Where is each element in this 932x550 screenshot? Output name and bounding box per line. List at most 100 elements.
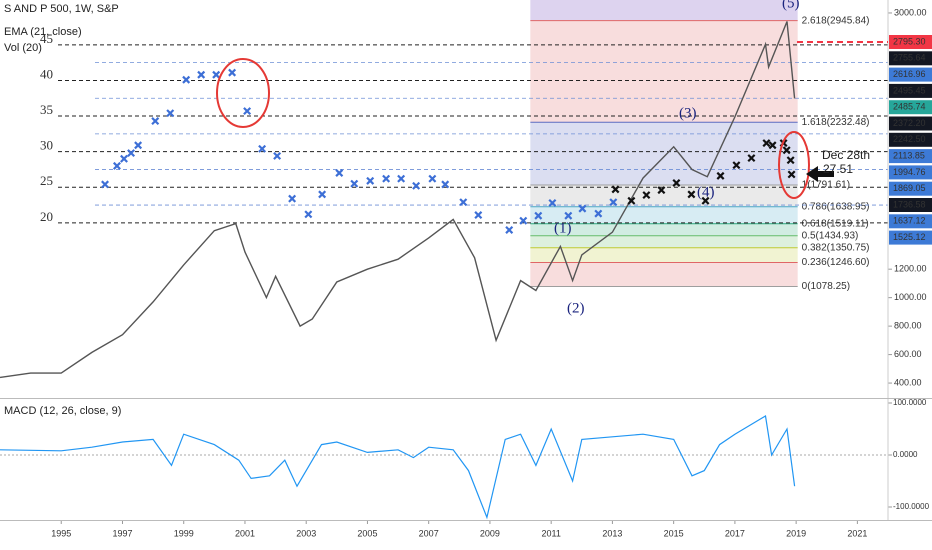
x-tick-label: 2001 bbox=[235, 528, 255, 538]
macd-title: MACD (12, 26, close, 9) bbox=[4, 405, 121, 417]
arrow bbox=[806, 166, 834, 182]
price-tag bbox=[889, 67, 932, 82]
x-tick-label: 2019 bbox=[786, 528, 806, 538]
pe-cross bbox=[611, 185, 620, 194]
price-tag-label: 2495.45 bbox=[893, 85, 926, 95]
pe-cross bbox=[428, 174, 437, 183]
price-tag-label: 2616.96 bbox=[893, 69, 926, 79]
price-tag-label: 1525.12 bbox=[893, 232, 926, 242]
pe-cross bbox=[505, 225, 514, 234]
price-tag-label: 1869.05 bbox=[893, 183, 926, 193]
x-tick-label: 2003 bbox=[296, 528, 316, 538]
pe-cross bbox=[701, 196, 710, 205]
x-tick-label: 2005 bbox=[357, 528, 377, 538]
pe-cross bbox=[258, 144, 267, 153]
macd-tick-label: 100.0000 bbox=[893, 398, 927, 407]
y2-tick-label: 20 bbox=[40, 209, 53, 224]
wave-label: (3) bbox=[679, 105, 697, 121]
price-tag-label: 2755.64 bbox=[893, 53, 926, 63]
pe-cross bbox=[318, 190, 327, 199]
pe-cross bbox=[397, 174, 406, 183]
x-tick-label: 2015 bbox=[664, 528, 684, 538]
fib-label: 0.786(1638.95) bbox=[802, 201, 870, 212]
pe-cross bbox=[273, 151, 282, 160]
pe-cross bbox=[366, 176, 375, 185]
fib-label: 1.618(2232.48) bbox=[802, 117, 870, 128]
pe-cross bbox=[382, 174, 391, 183]
pe-cross bbox=[182, 75, 191, 84]
pe-cross bbox=[716, 171, 725, 180]
highlight-circle bbox=[216, 58, 270, 128]
pe-cross bbox=[519, 216, 528, 225]
pe-cross bbox=[627, 196, 636, 205]
price-tag-label: 2485.74 bbox=[893, 102, 926, 112]
fib-band bbox=[530, 20, 798, 123]
pe-cross bbox=[548, 198, 557, 207]
y2-tick-label: 35 bbox=[40, 102, 53, 117]
price-tag bbox=[889, 132, 932, 147]
x-tick-label: 1999 bbox=[174, 528, 194, 538]
indicator-label: EMA (21, close) bbox=[4, 26, 82, 38]
fib-label: 0.236(1246.60) bbox=[802, 257, 870, 268]
fib-band bbox=[530, 0, 798, 21]
price-tag-label: 2242.50 bbox=[893, 134, 926, 144]
pe-cross bbox=[166, 109, 175, 118]
fib-band bbox=[530, 262, 798, 287]
pe-cross bbox=[657, 186, 666, 195]
x-tick-label: 1997 bbox=[112, 528, 132, 538]
fib-band bbox=[530, 122, 798, 185]
fib-band bbox=[530, 247, 798, 263]
fib-band bbox=[530, 184, 798, 207]
price-tag bbox=[889, 214, 932, 229]
x-tick-label: 2013 bbox=[602, 528, 622, 538]
price-tag-label: 1637.12 bbox=[893, 216, 926, 226]
price-tag bbox=[889, 198, 932, 212]
pe-cross bbox=[687, 190, 696, 199]
price-tag bbox=[889, 149, 932, 164]
x-tick-label: 2009 bbox=[480, 528, 500, 538]
y-tick-label: 800.00 bbox=[894, 320, 922, 330]
price-tag bbox=[889, 51, 932, 66]
pe-cross bbox=[350, 179, 359, 188]
price-tag-label: 1994.76 bbox=[893, 167, 926, 177]
y-tick-label: 1000.00 bbox=[894, 292, 927, 302]
price-tag bbox=[889, 230, 932, 245]
fib-label: 1(1791.61) bbox=[802, 180, 850, 191]
price-tag bbox=[889, 116, 932, 131]
wave-label: (2) bbox=[567, 300, 585, 316]
pe-cross bbox=[672, 179, 681, 187]
pe-cross bbox=[212, 70, 221, 79]
fib-label: 0.5(1434.93) bbox=[802, 230, 859, 241]
fib-label: 2.618(2945.84) bbox=[802, 15, 870, 26]
pe-cross bbox=[782, 146, 791, 155]
x-tick-label: 2021 bbox=[847, 528, 867, 538]
y2-tick-label: 40 bbox=[40, 66, 53, 81]
price-tag bbox=[889, 181, 932, 196]
price-tag bbox=[889, 165, 932, 180]
pe-cross bbox=[747, 154, 756, 163]
pe-cross bbox=[768, 141, 777, 150]
highlight-circle bbox=[778, 131, 810, 199]
pe-cross bbox=[197, 70, 206, 79]
pe-cross bbox=[578, 204, 587, 213]
pe-cross bbox=[288, 194, 297, 203]
x-tick-label: 2007 bbox=[419, 528, 439, 538]
pe-cross bbox=[120, 154, 128, 163]
pe-cross bbox=[609, 198, 618, 207]
pe-cross bbox=[564, 211, 573, 220]
y-tick-label: 600.00 bbox=[894, 349, 922, 359]
x-tick-label: 1995 bbox=[51, 528, 71, 538]
pe-cross bbox=[441, 180, 450, 189]
pe-cross bbox=[134, 141, 143, 150]
y2-tick-label: 30 bbox=[40, 138, 53, 153]
macd-tick-label: 0.0000 bbox=[893, 450, 918, 459]
pe-cross bbox=[127, 149, 136, 158]
chart-title: S AND P 500, 1W, S&P bbox=[4, 3, 119, 15]
price-tag-label: 2113.85 bbox=[893, 150, 925, 160]
fib-band bbox=[530, 235, 798, 248]
x-tick-label: 2017 bbox=[725, 528, 745, 538]
fib-label: 0.618(1519.11) bbox=[802, 218, 869, 229]
indicator-label: Vol (20) bbox=[4, 42, 42, 54]
